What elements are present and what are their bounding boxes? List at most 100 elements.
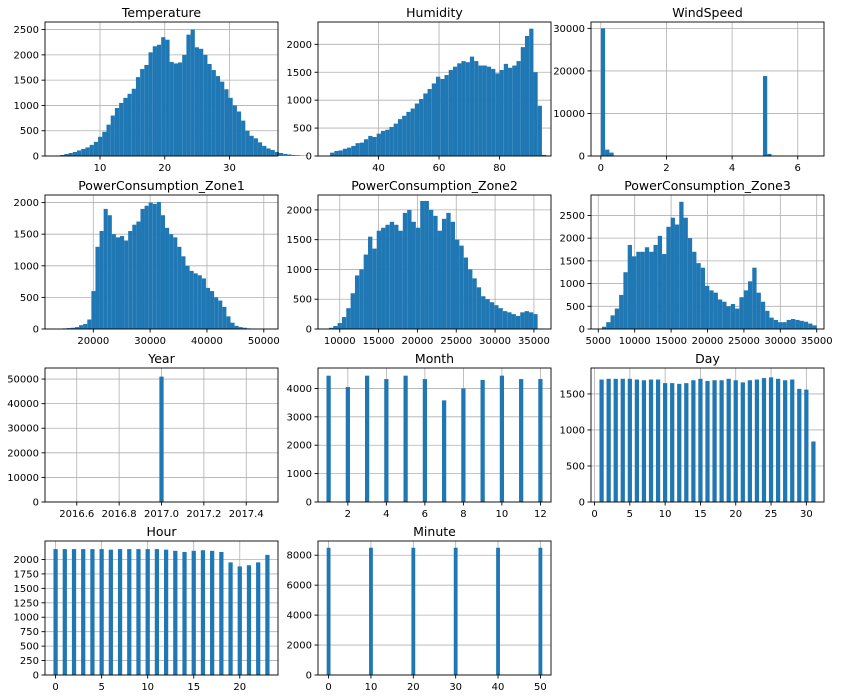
month-bar-5 bbox=[422, 379, 427, 502]
temperature-bar-33 bbox=[194, 47, 200, 156]
day-bar-16 bbox=[712, 380, 717, 502]
temperature-bar-24 bbox=[156, 44, 162, 157]
temperature-bar-27 bbox=[169, 61, 174, 156]
humidity-bar-9 bbox=[368, 135, 373, 156]
humidity-bar-8 bbox=[363, 139, 369, 156]
hour-bar-4 bbox=[90, 549, 95, 675]
temperature-bar-30 bbox=[182, 54, 187, 157]
hour-bar-8 bbox=[127, 549, 132, 675]
month-bar-6 bbox=[442, 400, 447, 502]
day-bar-28 bbox=[797, 388, 802, 502]
hour-ytick-label-4: 1000 bbox=[14, 613, 39, 624]
powerconsumption-zone1-axes-frame bbox=[44, 194, 279, 330]
humidity-bar-7 bbox=[359, 142, 364, 156]
powerconsumption-zone1-ytick-label-4: 2000 bbox=[14, 198, 39, 209]
powerconsumption-zone2-bar-3 bbox=[341, 317, 347, 329]
temperature-bar-41 bbox=[228, 97, 233, 156]
powerconsumption-zone3-bar-25 bbox=[709, 290, 714, 329]
humidity-bar-5 bbox=[351, 145, 356, 156]
temperature-bar-5 bbox=[77, 150, 82, 156]
temperature-bar-14 bbox=[114, 107, 120, 156]
day-ytick-label-2: 1000 bbox=[560, 425, 585, 436]
humidity-bar-4 bbox=[347, 147, 352, 156]
powerconsumption-zone3-bar-33 bbox=[743, 290, 748, 329]
month-bar-3 bbox=[384, 379, 389, 502]
powerconsumption-zone3-bar-2 bbox=[610, 315, 615, 329]
day-xtick-label-5: 25 bbox=[765, 509, 778, 520]
temperature-bar-42 bbox=[232, 105, 237, 156]
powerconsumption-zone1-bar-20 bbox=[140, 208, 145, 329]
powerconsumption-zone2-xtick-label-1: 15000 bbox=[363, 336, 395, 347]
temperature-bar-58 bbox=[300, 155, 305, 156]
powerconsumption-zone3-bar-40 bbox=[773, 319, 779, 329]
powerconsumption-zone1-title: PowerConsumption_Zone1 bbox=[78, 178, 245, 193]
panel-powerconsumption-zone1: 20000 30000 40000 50000 0 500 1000 1500 2000 Powe… bbox=[14, 178, 280, 347]
powerconsumption-zone1-bar-22 bbox=[148, 202, 153, 329]
powerconsumption-zone2-bar-43 bbox=[515, 315, 521, 329]
panel-day: 0 5 10 15 20 25 30 0 500 1000 1500 Day bbox=[560, 351, 825, 520]
month-title: Month bbox=[415, 351, 454, 366]
humidity-bar-34 bbox=[474, 61, 479, 157]
day-bar-4 bbox=[627, 378, 632, 502]
powerconsumption-zone3-bar-36 bbox=[756, 292, 761, 329]
year-ytick-label-2: 20000 bbox=[7, 448, 39, 459]
temperature-bar-39 bbox=[220, 81, 225, 156]
powerconsumption-zone2-bar-10 bbox=[372, 248, 377, 329]
powerconsumption-zone2-bar-40 bbox=[502, 311, 508, 329]
year-xtick-label-4: 2017.4 bbox=[229, 509, 264, 520]
temperature-bar-34 bbox=[199, 48, 204, 156]
humidity-bar-14 bbox=[389, 126, 394, 156]
powerconsumption-zone1-bar-3 bbox=[70, 327, 76, 329]
panel-temperature: 10 20 30 0 500 1000 1500 2000 2500 Temperature bbox=[14, 5, 309, 174]
humidity-bar-0 bbox=[330, 152, 335, 156]
hour-bar-7 bbox=[117, 549, 123, 675]
powerconsumption-zone1-xtick-label-0: 20000 bbox=[77, 336, 109, 347]
humidity-ytick-label-1: 500 bbox=[293, 124, 312, 135]
month-xtick-label-0: 2 bbox=[345, 509, 351, 520]
month-ytick-label-1: 1000 bbox=[287, 469, 312, 480]
temperature-bar-23 bbox=[152, 46, 157, 156]
temperature-bar-6 bbox=[81, 148, 86, 156]
powerconsumption-zone2-bar-22 bbox=[424, 200, 429, 329]
day-bar-2 bbox=[613, 378, 618, 502]
powerconsumption-zone3-bar-14 bbox=[662, 254, 667, 329]
powerconsumption-zone2-bar-21 bbox=[420, 200, 425, 329]
powerconsumption-zone2-ytick-label-1: 500 bbox=[293, 295, 312, 306]
powerconsumption-zone2-bar-24 bbox=[433, 215, 438, 329]
powerconsumption-zone2-xtick-label-3: 25000 bbox=[440, 336, 472, 347]
powerconsumption-zone1-bar-37 bbox=[210, 291, 215, 329]
temperature-bar-31 bbox=[186, 34, 191, 156]
temperature-bar-13 bbox=[110, 115, 115, 156]
windspeed-bar-1 bbox=[605, 149, 610, 156]
temperature-bar-29 bbox=[178, 62, 183, 156]
humidity-bar-26 bbox=[440, 78, 445, 156]
temperature-xtick-label-2: 30 bbox=[223, 163, 236, 174]
powerconsumption-zone1-bar-13 bbox=[111, 234, 116, 329]
powerconsumption-zone1-bar-30 bbox=[181, 256, 186, 329]
powerconsumption-zone2-bar-42 bbox=[511, 314, 516, 329]
temperature-bar-32 bbox=[190, 29, 195, 156]
humidity-bar-1 bbox=[334, 150, 339, 156]
humidity-ytick-label-2: 1000 bbox=[287, 96, 312, 107]
powerconsumption-zone3-bar-34 bbox=[747, 281, 753, 329]
panel-humidity: 40 60 80 0 500 1000 1500 2000 Humidity bbox=[287, 5, 552, 174]
windspeed-title: WindSpeed bbox=[672, 5, 743, 20]
powerconsumption-zone1-bar-15 bbox=[120, 236, 125, 329]
humidity-xtick-label-0: 40 bbox=[372, 163, 385, 174]
powerconsumption-zone2-ytick-label-3: 1500 bbox=[287, 235, 312, 246]
hour-bar-19 bbox=[228, 562, 233, 675]
powerconsumption-zone3-bar-21 bbox=[692, 251, 697, 329]
hour-bar-14 bbox=[182, 551, 187, 675]
powerconsumption-zone1-bar-19 bbox=[136, 221, 141, 329]
powerconsumption-zone1-bar-44 bbox=[238, 327, 243, 329]
humidity-bar-49 bbox=[537, 105, 542, 156]
powerconsumption-zone2-ytick-label-0: 0 bbox=[306, 325, 312, 336]
powerconsumption-zone2-bar-14 bbox=[389, 221, 395, 329]
month-bar-7 bbox=[461, 388, 466, 502]
day-bar-25 bbox=[775, 378, 781, 502]
humidity-ytick-label-0: 0 bbox=[306, 152, 312, 163]
day-bar-15 bbox=[705, 380, 710, 502]
powerconsumption-zone3-bar-9 bbox=[640, 251, 645, 329]
panel-month: 2 4 6 8 10 12 0 1000 2000 3000 4000 Month bbox=[287, 351, 552, 520]
